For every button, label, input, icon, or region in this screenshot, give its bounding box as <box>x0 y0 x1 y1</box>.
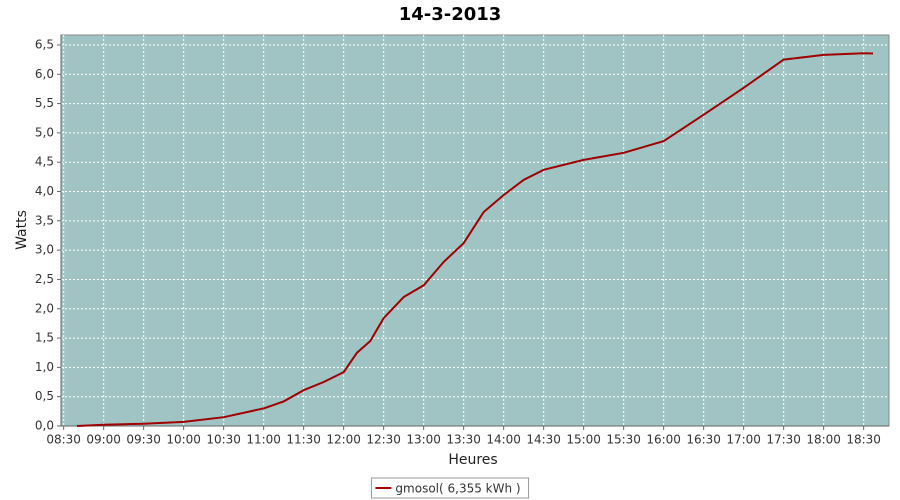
y-tick-label: 2,5 <box>35 272 54 286</box>
x-tick-label: 14:00 <box>486 433 521 447</box>
x-tick-label: 15:00 <box>566 433 601 447</box>
legend: gmosol( 6,355 kWh ) <box>370 477 530 499</box>
y-tick-label: 5,5 <box>35 96 54 110</box>
legend-label: gmosol( 6,355 kWh ) <box>395 482 520 496</box>
y-tick-label: 3,0 <box>35 243 54 257</box>
chart-title: 14-3-2013 <box>399 4 502 25</box>
y-tick-label: 6,0 <box>35 67 54 81</box>
x-tick-label: 08:30 <box>46 433 81 447</box>
x-axis-label: Heures <box>448 452 497 468</box>
y-tick-label: 4,0 <box>35 184 54 198</box>
y-tick-label: 3,5 <box>35 213 54 227</box>
x-tick-label: 10:00 <box>166 433 201 447</box>
x-tick-label: 15:30 <box>606 433 641 447</box>
data-line <box>76 52 874 427</box>
x-tick-label: 13:00 <box>406 433 441 447</box>
y-tick-label: 0,0 <box>35 419 54 433</box>
x-tick-label: 16:00 <box>646 433 681 447</box>
y-tick-label: 6,5 <box>35 37 54 51</box>
x-tick-label: 11:00 <box>246 433 281 447</box>
x-tick-label: 12:00 <box>326 433 361 447</box>
y-tick-label: 2,0 <box>35 301 54 315</box>
y-axis-label: Watts <box>14 210 30 250</box>
x-tick-label: 17:30 <box>766 433 801 447</box>
y-tick-label: 5,0 <box>35 125 54 139</box>
legend-box <box>370 477 530 499</box>
y-tick-label: 4,5 <box>35 155 54 169</box>
x-tick-label: 09:30 <box>126 433 161 447</box>
x-tick-label: 11:30 <box>286 433 321 447</box>
x-tick-label: 12:30 <box>366 433 401 447</box>
y-tick-label: 1,0 <box>35 360 54 374</box>
x-tick-label: 09:00 <box>86 433 121 447</box>
x-tick-label: 17:00 <box>726 433 761 447</box>
x-tick-label: 18:30 <box>846 433 881 447</box>
x-tick-label: 16:30 <box>686 433 721 447</box>
y-tick-label: 1,5 <box>35 331 54 345</box>
x-tick-label: 14:30 <box>526 433 561 447</box>
plot-area <box>60 34 890 427</box>
x-tick-label: 18:00 <box>806 433 841 447</box>
x-tick-label: 10:30 <box>206 433 241 447</box>
y-tick-label: 0,5 <box>35 389 54 403</box>
x-tick-label: 13:30 <box>446 433 481 447</box>
